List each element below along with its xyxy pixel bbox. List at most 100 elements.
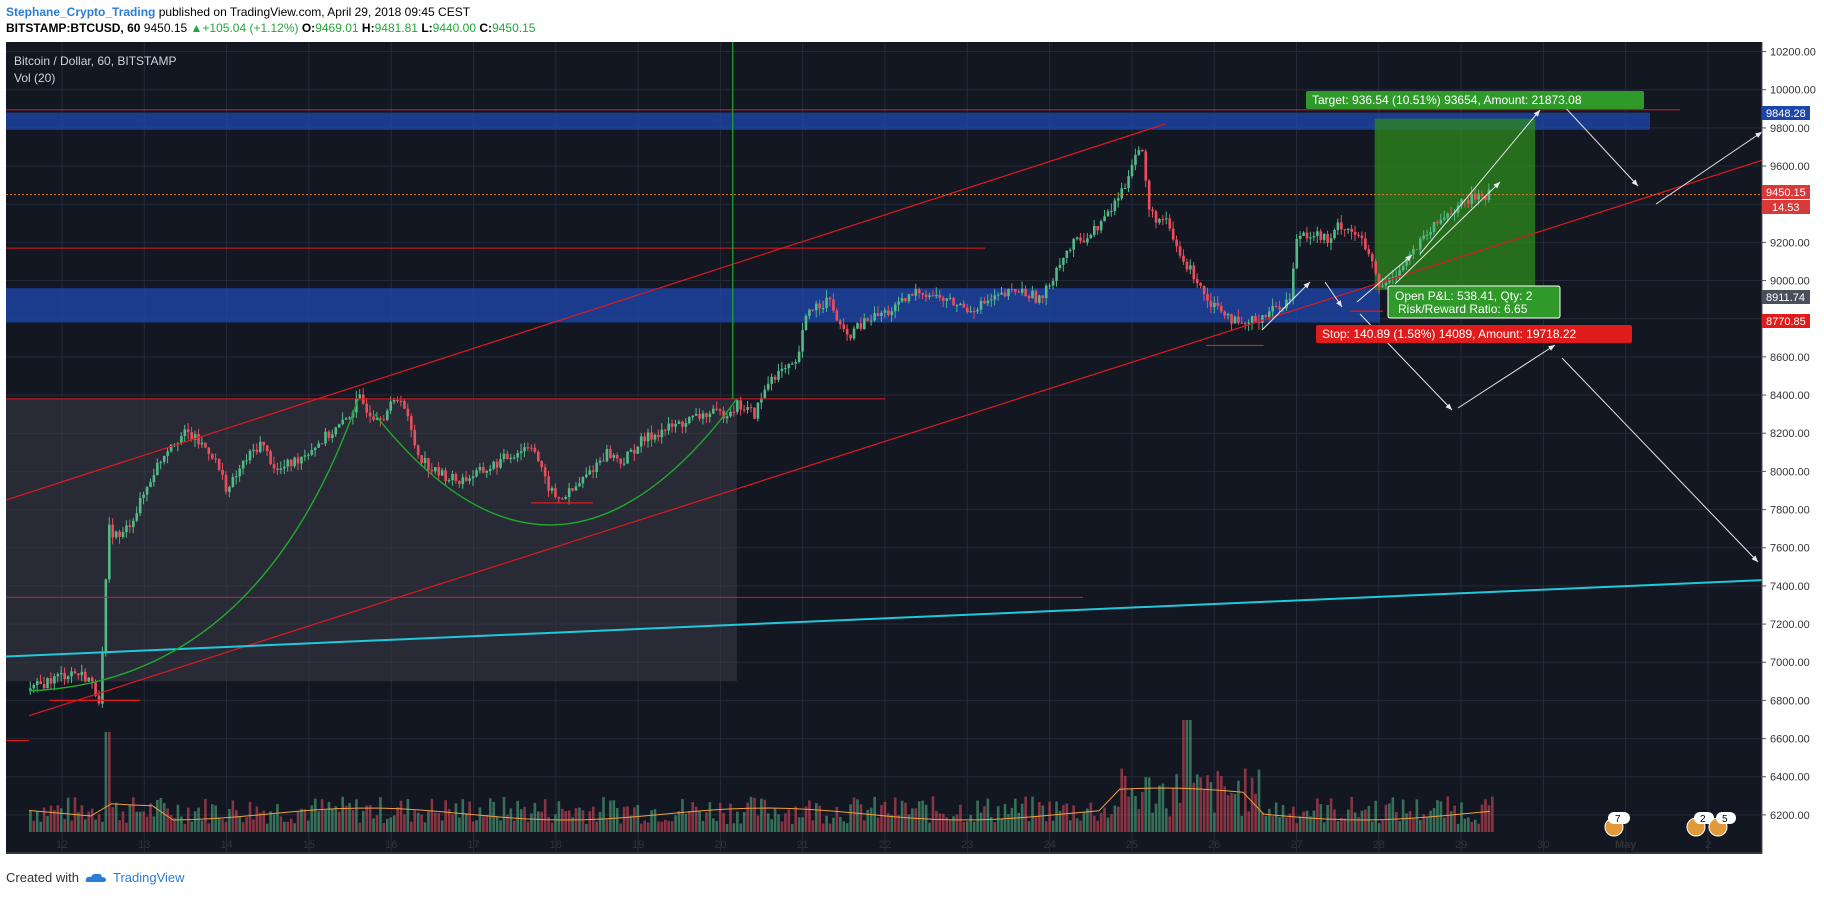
volume-bar [458,817,461,832]
volume-bar [482,816,485,832]
candle-body [581,477,585,484]
volume-bar [259,812,262,832]
volume-bar [307,820,310,832]
time-axis[interactable]: 12 13 14 15 16 17 18 19 20 21 22 23 24 25 26 27 28 29 30 Ma… [0,839,1824,860]
volume-bar [1298,816,1302,832]
event-markers[interactable]: 7 2 5 [1604,812,1736,837]
tradingview-link[interactable]: TradingView [112,870,185,885]
volume-bar [567,810,571,832]
volume-bar [1072,805,1075,832]
volume-bar [1422,814,1426,832]
volume-bar [990,817,993,832]
volume-bar [931,796,935,832]
candle-body [324,431,327,444]
candle-body [221,469,224,475]
candle-body [1364,238,1367,250]
candle-body [691,415,695,418]
volume-bar [207,823,211,832]
chart-area[interactable]: 6200.00 6400.00 6600.00 6800.00 7000.00 7200.… [0,42,1824,860]
volume-bar [1254,793,1257,832]
candle-body [29,688,32,691]
candle-body [379,417,382,420]
candle-body [1027,296,1031,299]
price-tick-label: 9000.00 [1770,276,1810,288]
candle-body [530,447,533,449]
volume-ma-line [29,787,1490,821]
candle-body [1137,150,1141,155]
volume-bar [1357,817,1360,832]
candle-body [849,334,852,339]
volume-bar [1336,821,1340,832]
volume-bar [784,813,787,832]
author-link[interactable]: Stephane_Crypto_Trading [6,5,156,19]
candle-body [509,457,513,459]
volume-bar [111,807,115,832]
volume-bar [1044,821,1048,832]
volume-bar [1446,796,1450,832]
volume-bar [1453,805,1456,832]
volume-bar [152,816,156,832]
candle-body [787,364,791,368]
volume-bar [1353,812,1357,832]
volume-bar [598,811,602,832]
volume-bar [1264,815,1268,832]
volume-bar [375,815,379,832]
candle-body [523,447,526,452]
candle-body [1405,258,1408,266]
volume-bar [344,805,348,832]
volume-bar [1103,807,1106,832]
volume-bar [533,802,537,832]
candle-body [615,454,619,459]
volume-bar [434,812,437,832]
candle-body [46,678,49,689]
candle-body [955,305,959,307]
price-axis-bg [1762,42,1824,854]
volume-bar [159,798,163,832]
price-tick-label: 7600.00 [1770,543,1810,555]
candle-body [547,476,550,491]
candle-body [591,470,595,472]
candle-body [663,429,667,431]
candle-body [307,454,310,456]
candle-body [231,476,235,487]
candle-body [749,407,753,409]
volume-bar [856,799,859,832]
candle-body [1031,290,1034,299]
candle-body [760,398,763,403]
volume-bar [331,808,334,832]
candle-body [413,429,417,446]
volume-bar [327,801,331,832]
volume-bar [1014,798,1017,832]
candle-body [468,478,471,481]
volume-bar [1243,768,1247,832]
volume-bar [770,819,773,832]
candle-body [622,463,626,465]
candle-body [1333,229,1336,239]
candle-body [839,320,842,325]
candle-body [784,367,787,369]
volume-bar [296,811,300,832]
volume-bar [1443,817,1446,832]
arrow-down-1-head [1336,300,1342,307]
candle-body [818,303,822,309]
candle-body [1357,234,1360,236]
volume-bar [880,805,883,832]
price-axis[interactable]: 6200.00 6400.00 6600.00 6800.00 7000.00 7200.… [1761,42,1824,854]
time-axis-bg [0,854,1824,860]
volume-bar [46,816,49,832]
published-text: published on TradingView.com, April 29, … [158,5,471,19]
candle-body [876,313,880,317]
volume-bar [1460,802,1463,832]
candle-body [1206,293,1209,301]
volume-bar [1031,796,1034,832]
volume-bar [108,732,111,832]
volume-bar [114,802,118,832]
footer: Created with TradingView [6,870,185,885]
price-tick-label: 8400.00 [1770,390,1810,402]
volume-bar [269,811,272,832]
volume-bar [564,811,568,832]
created-with-text: Created with [6,870,79,885]
volume-bar [639,823,643,832]
volume-bar [797,817,801,832]
stop-price-tag-bg [1762,314,1810,328]
